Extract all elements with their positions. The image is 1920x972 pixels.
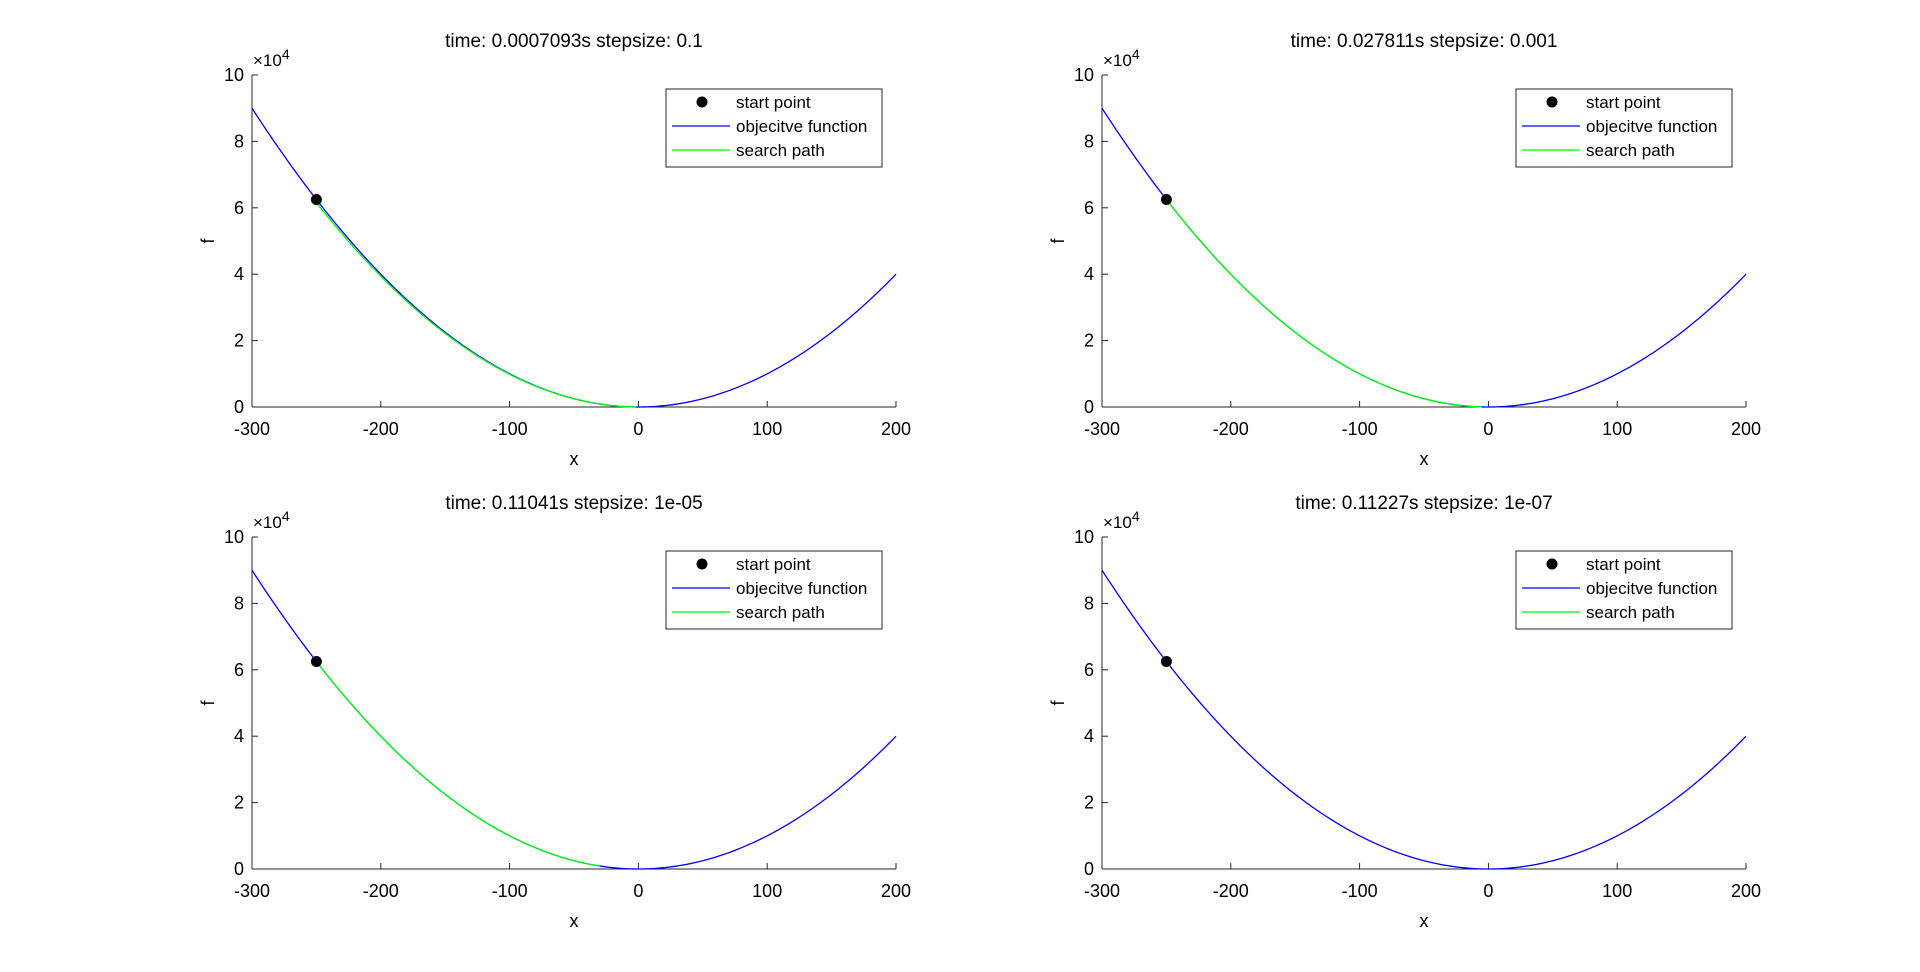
- exponent-power: 4: [282, 508, 290, 524]
- legend-label-search-path: search path: [1586, 603, 1675, 622]
- start-point-marker: [1160, 656, 1172, 667]
- y-tick-label: 6: [234, 198, 244, 218]
- x-tick-label: 100: [1602, 881, 1632, 901]
- y-tick-label: 0: [1084, 859, 1094, 879]
- legend-label-start-point: start point: [736, 555, 811, 574]
- y-axis-label: f: [198, 700, 218, 706]
- start-point-marker: [310, 656, 322, 667]
- x-tick-label: -100: [492, 419, 528, 439]
- legend: start point objecitve function search path: [665, 88, 883, 168]
- y-tick-label: 0: [234, 859, 244, 879]
- objective-function-line: [1101, 569, 1747, 870]
- x-tick-label: -100: [1342, 881, 1378, 901]
- y-tick-label: 6: [1084, 198, 1094, 218]
- x-tick-label: 200: [881, 419, 911, 439]
- y-tick-label: 10: [1074, 527, 1094, 547]
- legend-label-start-point: start point: [736, 93, 811, 112]
- y-tick-label: 8: [234, 593, 244, 613]
- legend: start point objecitve function search path: [1515, 88, 1733, 168]
- y-tick-label: 0: [234, 397, 244, 417]
- y-tick-label: 4: [1084, 264, 1094, 284]
- y-tick-label: 6: [234, 660, 244, 680]
- x-tick-label: 0: [633, 419, 643, 439]
- x-axis-label: x: [1420, 911, 1429, 931]
- x-tick-label: -200: [1213, 419, 1249, 439]
- y-tick-label: 8: [234, 131, 244, 151]
- x-tick-label: -300: [1084, 419, 1120, 439]
- x-tick-label: 100: [1602, 419, 1632, 439]
- y-tick-label: 2: [234, 793, 244, 813]
- legend: start point objecitve function search path: [1515, 550, 1733, 630]
- y-tick-label: 8: [1084, 131, 1094, 151]
- y-tick-label: 4: [234, 726, 244, 746]
- chart-title: time: 0.027811s stepsize: 0.001: [1291, 31, 1558, 52]
- legend-marker: [1546, 96, 1558, 108]
- legend-label-search-path: search path: [736, 141, 825, 160]
- y-tick-label: 8: [1084, 593, 1094, 613]
- legend-marker: [696, 558, 708, 570]
- x-tick-label: -300: [234, 881, 270, 901]
- legend-box: [665, 550, 883, 630]
- legend-label-search-path: search path: [736, 603, 825, 622]
- legend-marker: [696, 96, 708, 108]
- chart-title: time: 0.11227s stepsize: 1e-07: [1295, 493, 1552, 514]
- start-point-marker: [1160, 194, 1172, 205]
- y-tick-label: 4: [1084, 726, 1094, 746]
- legend-label-start-point: start point: [1586, 555, 1661, 574]
- search-path-line: [315, 661, 600, 867]
- y-tick-label: 0: [1084, 397, 1094, 417]
- x-axis-label: x: [570, 449, 579, 469]
- x-tick-label: 0: [1483, 419, 1493, 439]
- legend-label-objective: objecitve function: [736, 579, 867, 598]
- y-axis-label: f: [1048, 238, 1068, 244]
- legend-marker: [1546, 558, 1558, 570]
- chart-title: time: 0.11041s stepsize: 1e-05: [445, 493, 702, 514]
- legend: start point objecitve function search path: [665, 550, 883, 630]
- y-tick-label: 10: [1074, 65, 1094, 85]
- legend-label-start-point: start point: [1586, 93, 1661, 112]
- x-tick-label: 100: [752, 881, 782, 901]
- legend-label-search-path: search path: [1586, 141, 1675, 160]
- y-tick-label: 10: [224, 65, 244, 85]
- x-tick-label: 200: [1731, 881, 1761, 901]
- search-path-line: [315, 202, 636, 408]
- x-tick-label: 0: [1483, 881, 1493, 901]
- y-tick-label: 6: [1084, 660, 1094, 680]
- x-tick-label: -100: [492, 881, 528, 901]
- legend-label-objective: objecitve function: [736, 117, 867, 136]
- x-tick-label: -200: [1213, 881, 1249, 901]
- x-tick-label: -300: [234, 419, 270, 439]
- y-axis-label: f: [1048, 700, 1068, 706]
- x-tick-label: 100: [752, 419, 782, 439]
- exponent-power: 4: [282, 46, 290, 62]
- start-point-marker: [310, 194, 322, 205]
- legend-label-objective: objecitve function: [1586, 579, 1717, 598]
- y-tick-label: 4: [234, 264, 244, 284]
- chart-title: time: 0.0007093s stepsize: 0.1: [445, 31, 703, 52]
- legend-label-objective: objecitve function: [1586, 117, 1717, 136]
- x-tick-label: 200: [1731, 419, 1761, 439]
- x-tick-label: -300: [1084, 881, 1120, 901]
- y-tick-label: 2: [234, 331, 244, 351]
- search-path-line: [1165, 199, 1482, 408]
- y-tick-label: 2: [1084, 331, 1094, 351]
- x-tick-label: 200: [881, 881, 911, 901]
- exponent-power: 4: [1132, 46, 1140, 62]
- y-axis-label: f: [198, 238, 218, 244]
- y-tick-label: 10: [224, 527, 244, 547]
- x-tick-label: -200: [363, 881, 399, 901]
- x-axis-label: x: [1420, 449, 1429, 469]
- x-tick-label: -100: [1342, 419, 1378, 439]
- x-tick-label: -200: [363, 419, 399, 439]
- y-tick-label: 2: [1084, 793, 1094, 813]
- exponent-power: 4: [1132, 508, 1140, 524]
- x-tick-label: 0: [633, 881, 643, 901]
- x-axis-label: x: [570, 911, 579, 931]
